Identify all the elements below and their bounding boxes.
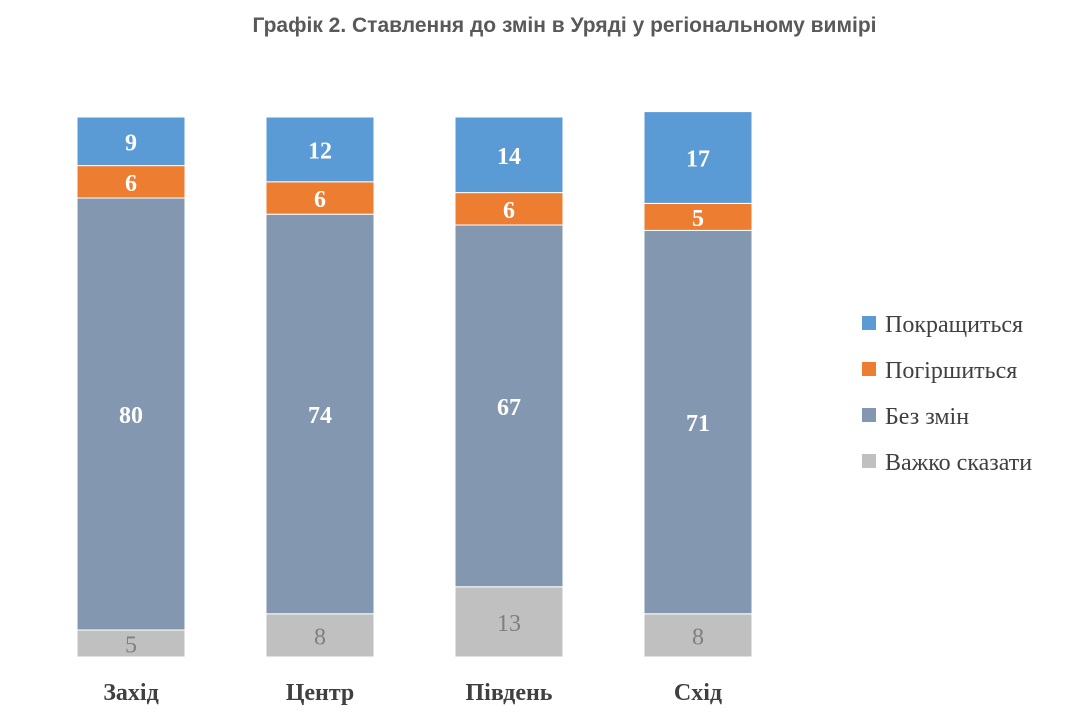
bar-segment-2-2 [454,192,564,226]
legend: Покращиться Погіршиться Без змін Важко сказ… [862,312,1032,476]
data-label-0-0: 5 [125,633,137,659]
bar-segment-3-2 [643,202,753,231]
legend-label-2: Без змін [885,404,969,430]
category-labels-group: Захід Центр Південь Схід [103,680,722,706]
data-label-1-2: 6 [314,187,326,213]
bar-segment-0-1 [76,197,186,631]
bar-segment-2-1 [454,224,564,588]
bar-segment-2-3 [454,116,564,194]
bar-segment-3-3 [643,111,753,204]
data-label-0-2: 6 [125,171,137,197]
bar-segment-1-3 [265,116,375,183]
bar-segment-1-2 [265,181,375,215]
data-label-0-1: 80 [119,403,143,429]
data-label-2-1: 67 [497,395,521,421]
chart-title: Графік 2. Ставлення до змін в Уряді у ре… [252,14,877,37]
bar-segment-2-0 [454,586,564,658]
category-label-2: Південь [465,680,552,706]
data-label-0-3: 9 [125,130,137,156]
data-label-3-2: 5 [692,206,704,232]
bars-group [76,111,753,658]
category-label-0: Захід [103,680,158,706]
legend-label-0: Покращиться [885,312,1023,338]
data-label-1-3: 12 [308,138,332,164]
data-label-1-0: 8 [314,624,326,650]
legend-swatch-2 [862,408,876,422]
data-labels-group: 5 80 6 9 8 74 6 12 13 67 6 14 8 71 5 17 [119,130,710,658]
legend-label-3: Важко сказати [885,450,1032,476]
data-label-3-1: 71 [686,411,710,437]
category-label-1: Центр [286,680,355,706]
data-label-3-3: 17 [686,147,710,173]
category-label-3: Схід [674,680,722,706]
bar-segment-1-1 [265,213,375,615]
data-label-3-0: 8 [692,624,704,650]
legend-label-1: Погіршиться [885,358,1017,384]
data-label-2-2: 6 [503,198,515,224]
legend-swatch-3 [862,454,876,468]
bar-segment-3-0 [643,613,753,658]
legend-swatch-0 [862,316,876,330]
bar-segment-0-2 [76,165,186,199]
bar-segment-3-1 [643,229,753,615]
data-label-1-1: 74 [308,403,332,429]
bar-segment-0-0 [76,629,186,658]
legend-swatch-1 [862,362,876,376]
bar-segment-0-3 [76,116,186,167]
data-label-2-3: 14 [497,144,521,170]
data-label-2-0: 13 [497,611,521,637]
